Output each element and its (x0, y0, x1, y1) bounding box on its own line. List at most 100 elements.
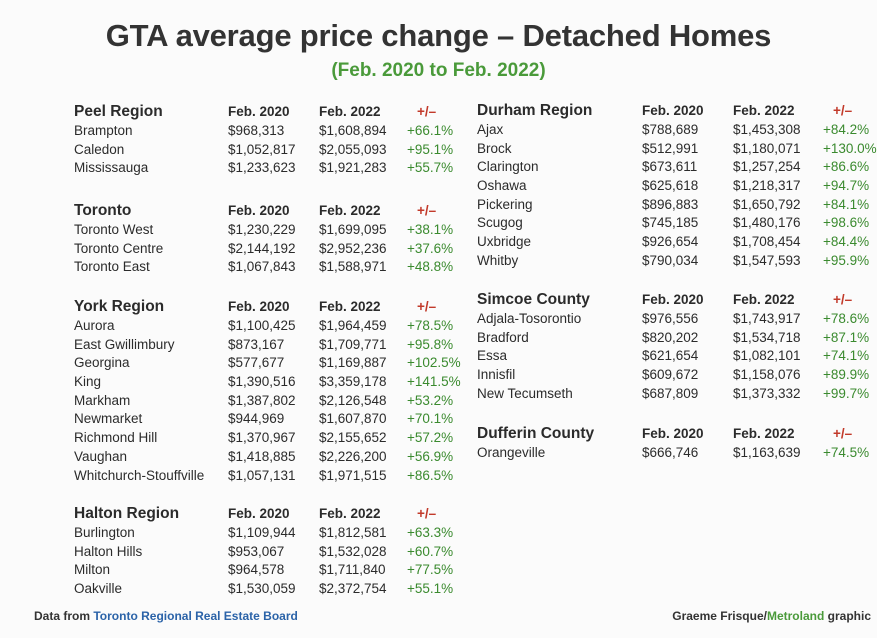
price-feb-2020: $788,689 (642, 122, 699, 137)
municipality-name: Uxbridge (477, 234, 532, 250)
column-header-change: +/– (833, 426, 853, 441)
price-feb-2020: $976,556 (642, 311, 699, 326)
price-change: +48.8% (407, 259, 454, 275)
municipality-name: Scugog (477, 215, 523, 231)
price-change: +55.1% (407, 581, 454, 597)
price-feb-2020: $968,313 (228, 123, 285, 138)
column-header-feb-2020: Feb. 2020 (228, 299, 290, 314)
municipality-name: Brock (477, 140, 512, 156)
price-feb-2022: $1,218,317 (733, 178, 801, 194)
price-feb-2020: $926,654 (642, 234, 699, 250)
price-feb-2022: $1,608,894 (319, 123, 387, 138)
price-feb-2022: $1,373,332 (733, 385, 801, 401)
municipality-name: Vaughan (74, 448, 128, 464)
price-feb-2020: $687,809 (642, 385, 699, 401)
column-header-feb-2020: Feb. 2020 (228, 203, 290, 218)
column-header-change: +/– (417, 203, 437, 218)
page-title: GTA average price change – Detached Home… (105, 18, 772, 53)
price-feb-2022: $1,708,454 (733, 234, 801, 250)
price-feb-2022: $2,126,548 (319, 392, 387, 408)
municipality-name: Newmarket (74, 411, 143, 427)
column-header-change: +/– (417, 104, 437, 119)
municipality-name: Caledon (74, 141, 125, 157)
municipality-name: Ajax (477, 122, 504, 137)
municipality-name: Georgina (74, 355, 130, 371)
price-feb-2022: $1,971,515 (319, 467, 387, 483)
column-header-feb-2020: Feb. 2020 (642, 292, 704, 307)
price-change: +74.5% (823, 445, 870, 460)
price-feb-2020: $1,370,967 (228, 430, 296, 446)
price-feb-2022: $1,964,459 (319, 318, 387, 333)
price-feb-2020: $820,202 (642, 329, 699, 345)
price-feb-2020: $1,067,843 (228, 259, 296, 275)
price-feb-2020: $790,034 (642, 252, 699, 268)
municipality-name: Markham (74, 392, 131, 408)
municipality-name: Whitchurch-Stouffville (74, 467, 205, 483)
municipality-name: Toronto West (74, 222, 154, 237)
municipality-name: Mississauga (74, 160, 149, 176)
municipality-name: Toronto East (74, 259, 150, 275)
municipality-name: Aurora (74, 318, 115, 333)
price-change: +60.7% (407, 543, 454, 559)
municipality-name: Oakville (74, 581, 123, 597)
price-feb-2022: $1,534,718 (733, 329, 801, 345)
price-feb-2022: $2,226,200 (319, 448, 387, 464)
price-feb-2020: $873,167 (228, 336, 285, 352)
municipality-name: Whitby (477, 252, 519, 268)
price-feb-2022: $1,588,971 (319, 259, 387, 275)
price-feb-2022: $1,082,101 (733, 348, 801, 364)
price-feb-2022: $2,952,236 (319, 240, 387, 256)
price-feb-2020: $1,052,817 (228, 141, 296, 157)
price-feb-2020: $745,185 (642, 215, 699, 231)
price-change: +78.5% (407, 318, 454, 333)
price-feb-2022: $2,055,093 (319, 141, 387, 157)
region-name: Durham Region (477, 102, 593, 119)
price-change: +38.1% (407, 222, 454, 237)
municipality-name: Clarington (477, 159, 539, 175)
price-feb-2020: $944,969 (228, 411, 285, 427)
price-feb-2022: $1,812,581 (319, 525, 387, 540)
price-feb-2022: $1,257,254 (733, 159, 801, 175)
municipality-name: Orangeville (477, 445, 546, 460)
price-change: +55.7% (407, 160, 454, 176)
price-feb-2022: $1,480,176 (733, 215, 801, 231)
price-feb-2020: $1,530,059 (228, 581, 296, 597)
price-feb-2022: $1,699,095 (319, 222, 387, 237)
column-header-feb-2020: Feb. 2020 (228, 104, 290, 119)
municipality-name: Bradford (477, 329, 529, 345)
price-change: +94.7% (823, 178, 870, 194)
price-change: +37.6% (407, 240, 454, 256)
price-change: +86.5% (407, 467, 454, 483)
municipality-name: New Tecumseth (477, 385, 573, 401)
price-feb-2020: $953,067 (228, 543, 285, 559)
price-change: +95.9% (823, 252, 870, 268)
source-prefix: Data from (34, 609, 91, 623)
price-change: +56.9% (407, 448, 454, 464)
price-feb-2022: $1,743,917 (733, 311, 801, 326)
price-feb-2020: $1,057,131 (228, 467, 296, 483)
price-change: +78.6% (823, 311, 870, 326)
price-feb-2022: $1,158,076 (733, 367, 801, 383)
graphic-credit: Graeme Frisque/Metroland graphic (672, 609, 871, 623)
price-change: +63.3% (407, 525, 454, 540)
column-header-change: +/– (833, 103, 853, 118)
municipality-name: Toronto Centre (74, 240, 164, 256)
municipality-name: Brampton (74, 123, 133, 138)
price-feb-2022: $1,650,792 (733, 196, 801, 212)
column-header-feb-2022: Feb. 2022 (733, 103, 795, 118)
column-header-feb-2020: Feb. 2020 (642, 103, 704, 118)
region-name: Simcoe County (477, 291, 590, 308)
municipality-name: Oshawa (477, 178, 527, 194)
price-feb-2022: $1,607,870 (319, 411, 387, 427)
price-change: +95.8% (407, 336, 454, 352)
municipality-name: Richmond Hill (74, 430, 158, 446)
price-feb-2022: $2,372,754 (319, 581, 387, 597)
municipality-name: East Gwillimbury (74, 336, 175, 352)
price-change: +141.5% (407, 374, 461, 390)
column-header-change: +/– (833, 292, 853, 307)
price-feb-2020: $621,654 (642, 348, 699, 364)
price-feb-2022: $1,163,639 (733, 445, 801, 460)
price-feb-2020: $666,746 (642, 445, 699, 460)
column-header-feb-2022: Feb. 2022 (733, 292, 795, 307)
municipality-name: Milton (74, 562, 111, 578)
